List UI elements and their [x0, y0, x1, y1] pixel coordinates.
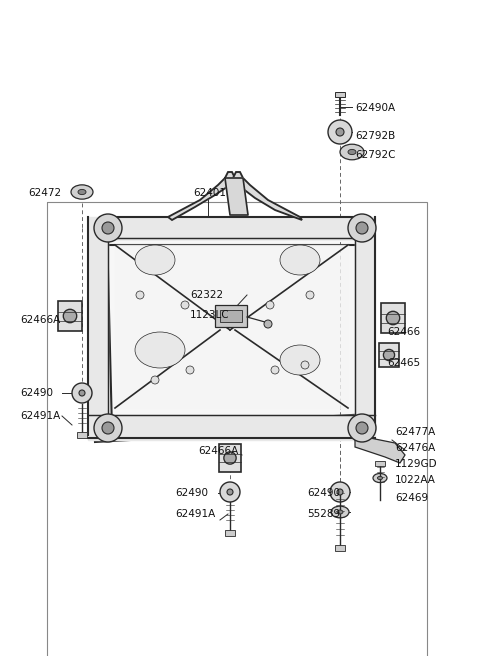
Text: 62490: 62490	[175, 488, 208, 498]
Ellipse shape	[135, 245, 175, 275]
Ellipse shape	[337, 510, 343, 514]
Bar	[58, 301, 82, 331]
Ellipse shape	[280, 345, 320, 375]
Bar	[219, 444, 241, 472]
Polygon shape	[100, 228, 368, 430]
Text: 62491A: 62491A	[175, 509, 215, 519]
Text: 62490: 62490	[307, 488, 340, 498]
Text: 62401: 62401	[193, 188, 227, 198]
Circle shape	[384, 350, 395, 361]
Polygon shape	[233, 172, 302, 220]
Text: 62477A: 62477A	[395, 427, 435, 437]
Ellipse shape	[340, 144, 364, 160]
Circle shape	[386, 312, 400, 325]
Circle shape	[186, 366, 194, 374]
Circle shape	[356, 422, 368, 434]
Circle shape	[301, 361, 309, 369]
Circle shape	[79, 390, 85, 396]
Circle shape	[266, 301, 274, 309]
Text: 62472: 62472	[28, 188, 61, 198]
Text: 62465: 62465	[387, 358, 420, 368]
Circle shape	[337, 489, 343, 495]
Bar	[335, 545, 345, 551]
Text: 62322: 62322	[190, 290, 223, 300]
Circle shape	[328, 120, 352, 144]
Ellipse shape	[373, 474, 387, 483]
Circle shape	[181, 301, 189, 309]
Circle shape	[227, 489, 233, 495]
Circle shape	[264, 320, 272, 328]
Bar	[375, 461, 385, 466]
Text: 1022AA: 1022AA	[395, 475, 436, 485]
Polygon shape	[355, 435, 405, 463]
Polygon shape	[355, 217, 375, 430]
Bar	[225, 530, 235, 536]
Text: 62469: 62469	[395, 493, 428, 503]
Polygon shape	[225, 178, 248, 215]
Text: 62490A: 62490A	[355, 103, 395, 113]
Bar	[77, 432, 87, 438]
Text: 1123LC: 1123LC	[190, 310, 229, 320]
Text: 55289: 55289	[307, 509, 340, 519]
Circle shape	[336, 128, 344, 136]
Polygon shape	[168, 172, 235, 220]
Ellipse shape	[348, 150, 356, 155]
Text: 62476A: 62476A	[395, 443, 435, 453]
Circle shape	[151, 376, 159, 384]
Circle shape	[94, 414, 122, 442]
Text: 62466A: 62466A	[20, 315, 60, 325]
Polygon shape	[88, 217, 108, 435]
Circle shape	[72, 383, 92, 403]
Circle shape	[348, 414, 376, 442]
Circle shape	[220, 482, 240, 502]
Text: 1129GD: 1129GD	[395, 459, 438, 469]
Text: 62466: 62466	[387, 327, 420, 337]
Bar	[379, 343, 399, 367]
Circle shape	[330, 482, 350, 502]
Bar	[47, 202, 427, 656]
Circle shape	[356, 222, 368, 234]
Circle shape	[102, 222, 114, 234]
Ellipse shape	[280, 245, 320, 275]
Ellipse shape	[377, 476, 383, 480]
Text: 62490: 62490	[20, 388, 53, 398]
Ellipse shape	[71, 185, 93, 199]
Text: 62491A: 62491A	[20, 411, 60, 421]
Circle shape	[348, 214, 376, 242]
Circle shape	[306, 291, 314, 299]
Text: 62466A: 62466A	[198, 446, 238, 456]
Circle shape	[94, 214, 122, 242]
Circle shape	[63, 309, 77, 323]
Polygon shape	[100, 217, 370, 240]
Polygon shape	[115, 245, 348, 408]
Circle shape	[224, 452, 236, 464]
Circle shape	[271, 366, 279, 374]
Text: 62792C: 62792C	[355, 150, 396, 160]
Ellipse shape	[78, 190, 86, 195]
Circle shape	[136, 291, 144, 299]
Bar	[215, 305, 247, 327]
Circle shape	[102, 422, 114, 434]
Ellipse shape	[331, 506, 349, 518]
Bar	[335, 92, 345, 97]
Ellipse shape	[135, 332, 185, 368]
Polygon shape	[88, 415, 375, 440]
Text: 62792B: 62792B	[355, 131, 395, 141]
Bar	[220, 310, 242, 322]
Bar	[381, 303, 405, 333]
